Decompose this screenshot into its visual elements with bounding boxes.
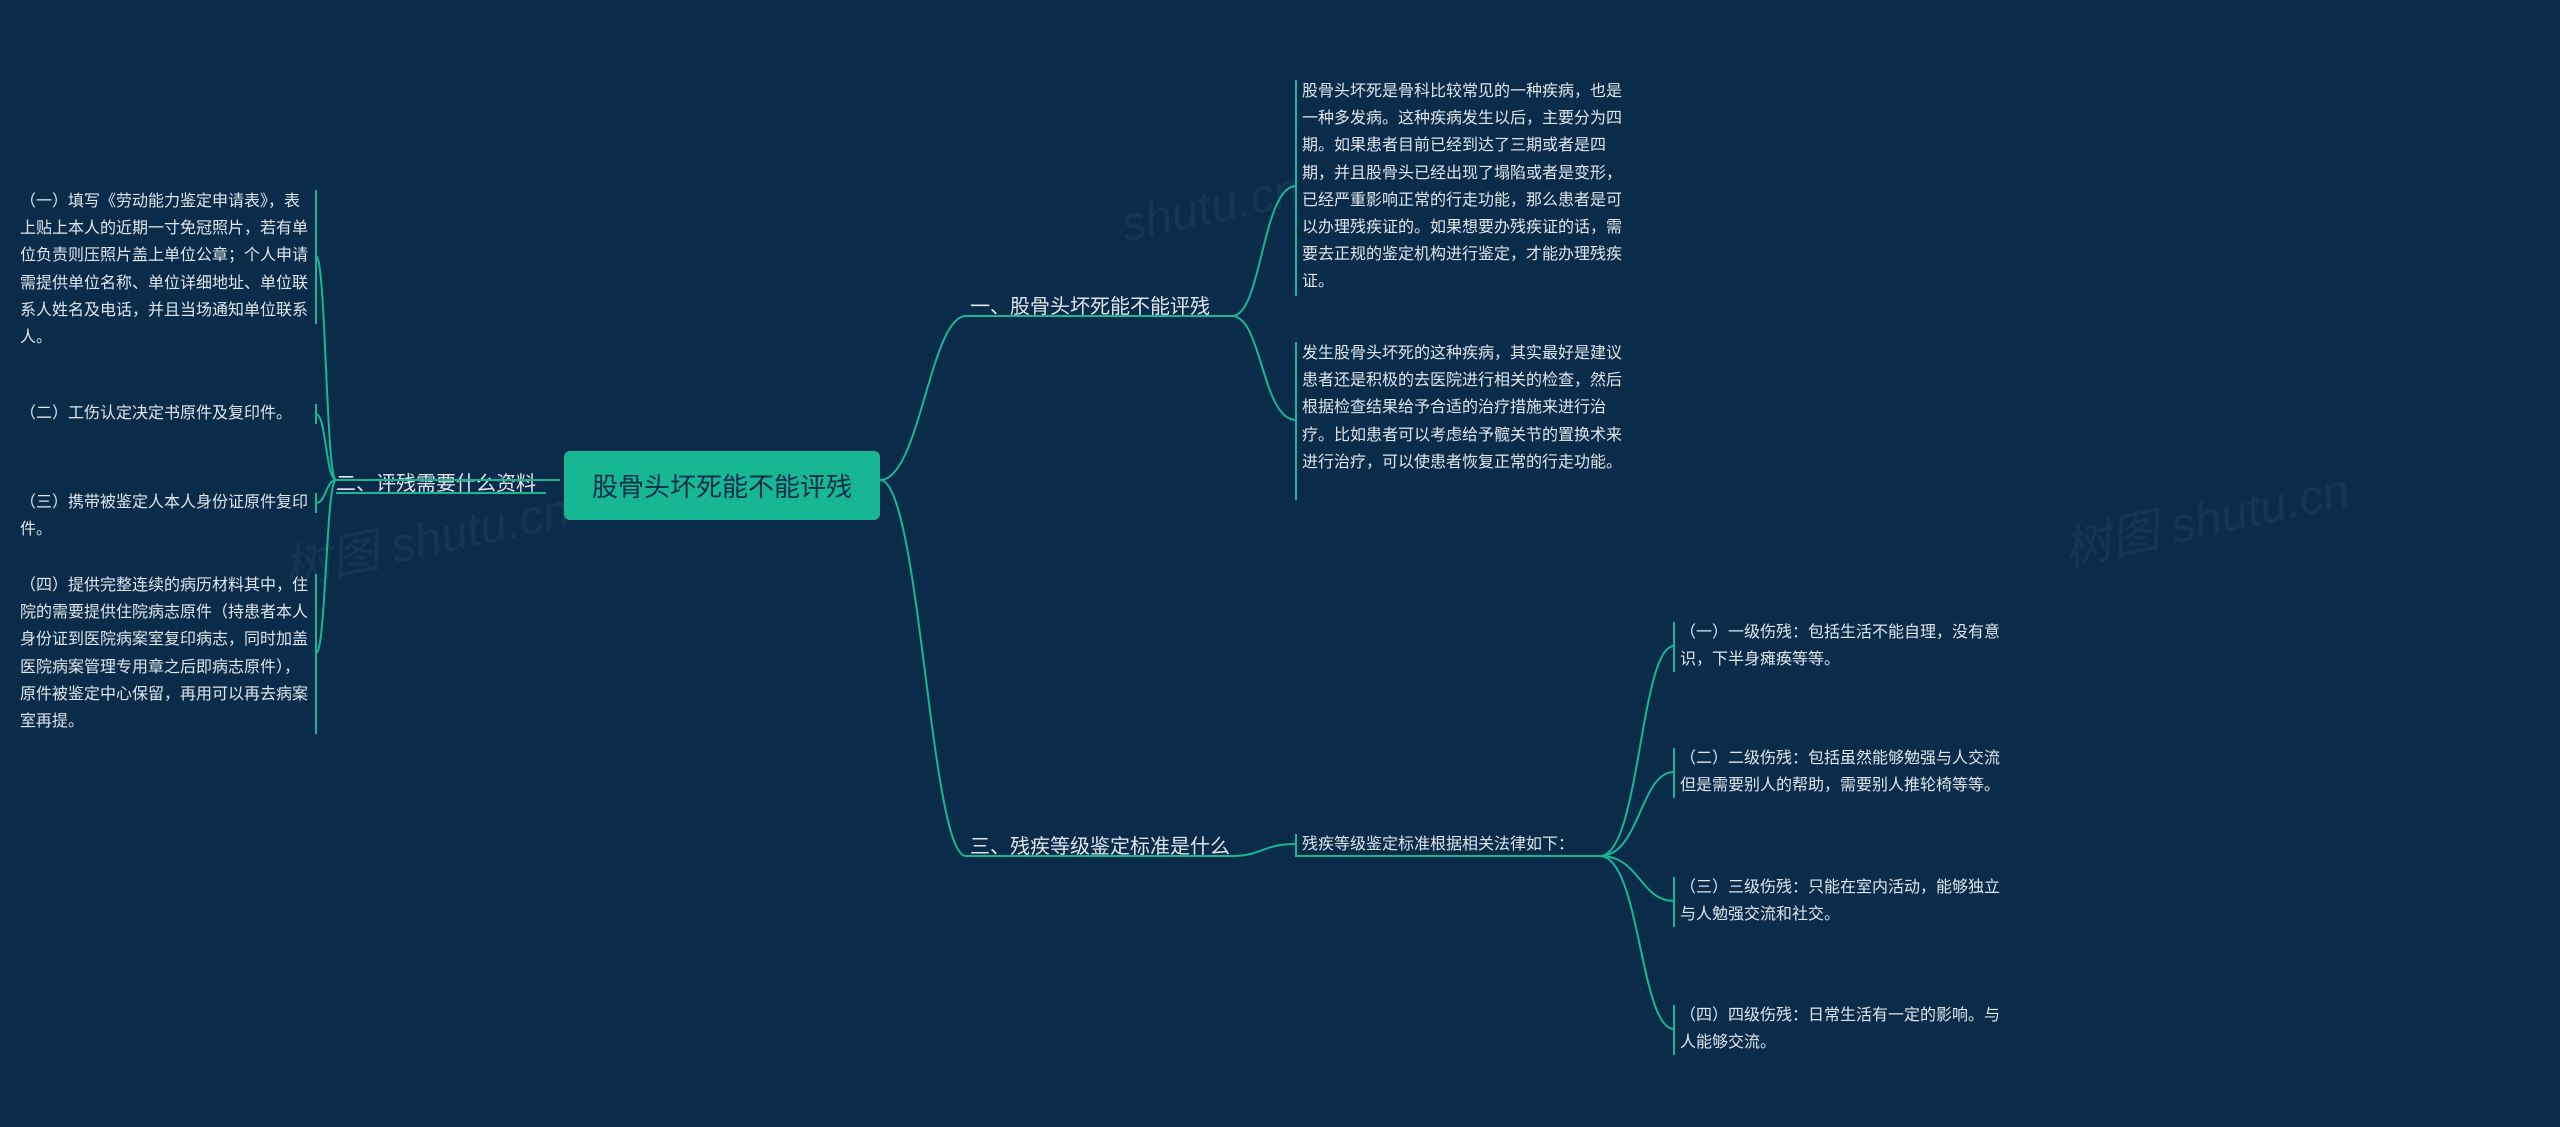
leaf-r2-c1: 残疾等级鉴定标准根据相关法律如下：: [1302, 831, 1602, 858]
leaf-r2-c1-s1: （一）一级伤残：包括生活不能自理，没有意识，下半身瘫痪等等。: [1680, 619, 2000, 673]
leaf-l1-c4: （四）提供完整连续的病历材料其中，住院的需要提供住院病志原件（持患者本人身份证到…: [20, 572, 310, 735]
center-node: 股骨头坏死能不能评残: [564, 451, 880, 520]
watermark: 树图 shutu.cn: [2056, 451, 2355, 580]
leaf-l1-c2: （二）工伤认定决定书原件及复印件。: [20, 400, 310, 427]
leaf-l1-c3: （三）携带被鉴定人本人身份证原件复印件。: [20, 489, 310, 543]
leaf-r2-c1-s3: （三）三级伤残：只能在室内活动，能够独立与人勉强交流和社交。: [1680, 874, 2000, 928]
leaf-l1-c1: （一）填写《劳动能力鉴定申请表》，表上贴上本人的近期一寸免冠照片，若有单位负责则…: [20, 188, 310, 351]
branch-label-r1: 一、股骨头坏死能不能评残: [970, 290, 1210, 319]
mindmap-connectors: [0, 0, 2560, 1127]
leaf-r1-c2: 发生股骨头坏死的这种疾病，其实最好是建议患者还是积极的去医院进行相关的检查，然后…: [1302, 340, 1622, 476]
leaf-r2-c1-s4: （四）四级伤残：日常生活有一定的影响。与人能够交流。: [1680, 1002, 2000, 1056]
watermark: shutu.cn: [1116, 162, 1305, 254]
branch-label-l1: 二、评残需要什么资料: [336, 467, 536, 496]
leaf-r1-c1: 股骨头坏死是骨科比较常见的一种疾病，也是一种多发病。这种疾病发生以后，主要分为四…: [1302, 78, 1622, 296]
leaf-r2-c1-s2: （二）二级伤残：包括虽然能够勉强与人交流但是需要别人的帮助，需要别人推轮椅等等。: [1680, 745, 2000, 799]
branch-label-r2: 三、残疾等级鉴定标准是什么: [970, 830, 1230, 859]
